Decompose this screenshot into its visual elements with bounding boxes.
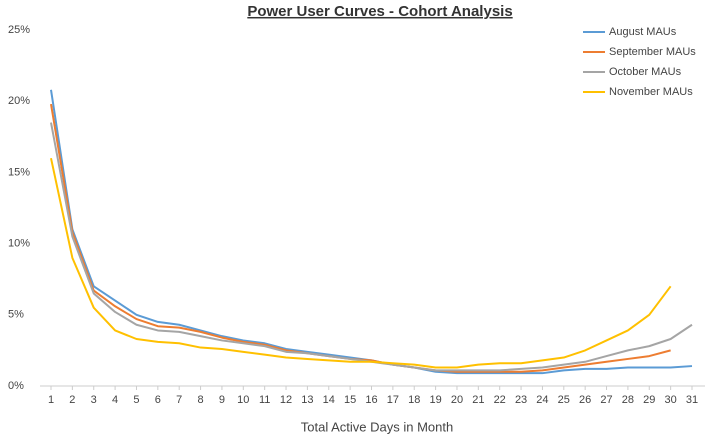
x-axis-label: Total Active Days in Month <box>301 419 453 434</box>
series-line <box>50 122 693 372</box>
x-tick-label: 20 <box>451 394 463 406</box>
y-tick-label: 25% <box>8 24 30 36</box>
x-tick-label: 6 <box>155 394 161 406</box>
y-tick-label: 0% <box>8 380 24 392</box>
x-tick-label: 22 <box>494 394 506 406</box>
x-tick-label: 29 <box>643 394 655 406</box>
x-tick-label: 1 <box>48 394 54 406</box>
series-line <box>50 157 672 369</box>
x-tick-label: 9 <box>219 394 225 406</box>
y-tick-label: 20% <box>8 95 30 107</box>
x-tick-label: 15 <box>344 394 356 406</box>
series-line <box>50 103 671 373</box>
legend-label: October MAUs <box>609 66 682 78</box>
x-tick-label: 30 <box>665 394 677 406</box>
legend-label: August MAUs <box>609 26 677 38</box>
x-tick-label: 19 <box>429 394 441 406</box>
x-tick-label: 13 <box>301 394 313 406</box>
x-tick-label: 5 <box>133 394 139 406</box>
x-tick-label: 14 <box>323 394 335 406</box>
x-tick-label: 10 <box>237 394 249 406</box>
x-tick-label: 24 <box>536 394 548 406</box>
x-tick-label: 18 <box>408 394 420 406</box>
x-tick-label: 25 <box>558 394 570 406</box>
x-tick-label: 4 <box>112 394 118 406</box>
x-tick-label: 2 <box>69 394 75 406</box>
x-tick-label: 26 <box>579 394 591 406</box>
x-tick-label: 27 <box>600 394 612 406</box>
y-tick-label: 15% <box>8 166 30 178</box>
x-tick-label: 21 <box>472 394 484 406</box>
y-tick-label: 10% <box>8 238 30 250</box>
x-tick-label: 7 <box>176 394 182 406</box>
x-tick-label: 11 <box>259 394 270 406</box>
chart-title: Power User Curves - Cohort Analysis <box>247 3 512 20</box>
x-tick-label: 12 <box>280 394 292 406</box>
x-tick-label: 31 <box>686 394 698 406</box>
x-tick-label: 17 <box>387 394 399 406</box>
y-tick-label: 5% <box>8 309 24 321</box>
x-tick-label: 28 <box>622 394 634 406</box>
x-tick-label: 8 <box>198 394 204 406</box>
series-line <box>50 89 693 375</box>
legend-label: November MAUs <box>609 86 693 98</box>
x-tick-label: 3 <box>91 394 97 406</box>
legend-label: September MAUs <box>609 46 696 58</box>
x-tick-label: 23 <box>515 394 527 406</box>
x-tick-label: 16 <box>365 394 377 406</box>
